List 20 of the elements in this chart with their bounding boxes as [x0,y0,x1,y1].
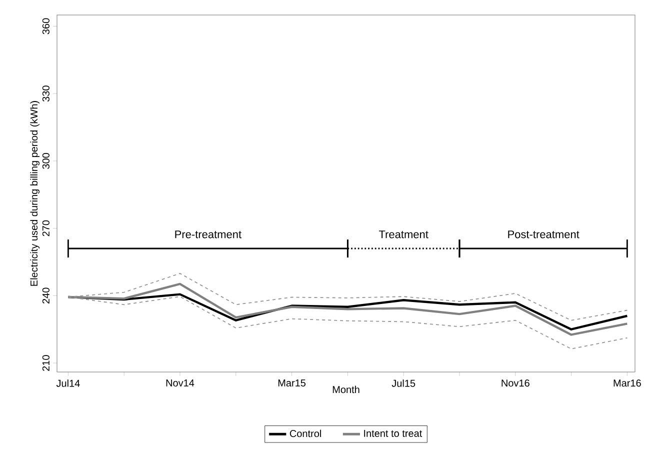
y-tick-label: 210 [42,355,50,371]
annotation: Treatment [378,230,428,238]
x-axis-title: Month [332,386,360,394]
annotation: Post-treatment [508,230,580,238]
x-tick-label: Nov14 [166,380,194,387]
x-tick-label: Mar15 [278,380,306,387]
legend-label: Intent to treat [364,430,422,437]
y-tick-label: 270 [42,220,50,236]
line-series [67,282,628,336]
y-tick-label: 330 [42,86,50,102]
y-tick-label: 360 [42,18,50,34]
x-tick-label: Mar16 [614,380,641,387]
legend-label: Control [290,430,321,438]
y-axis-title: Electricity used during billing period (kWh) [30,101,40,286]
x-tick-label: Jul14 [56,380,80,387]
x-tick-label: Nov16 [502,380,530,387]
y-tick-label: 240 [42,288,50,304]
annotation: Pre-treatment [175,230,242,238]
y-tick-label: 300 [42,152,50,169]
x-tick-label: Jul15 [392,380,416,387]
